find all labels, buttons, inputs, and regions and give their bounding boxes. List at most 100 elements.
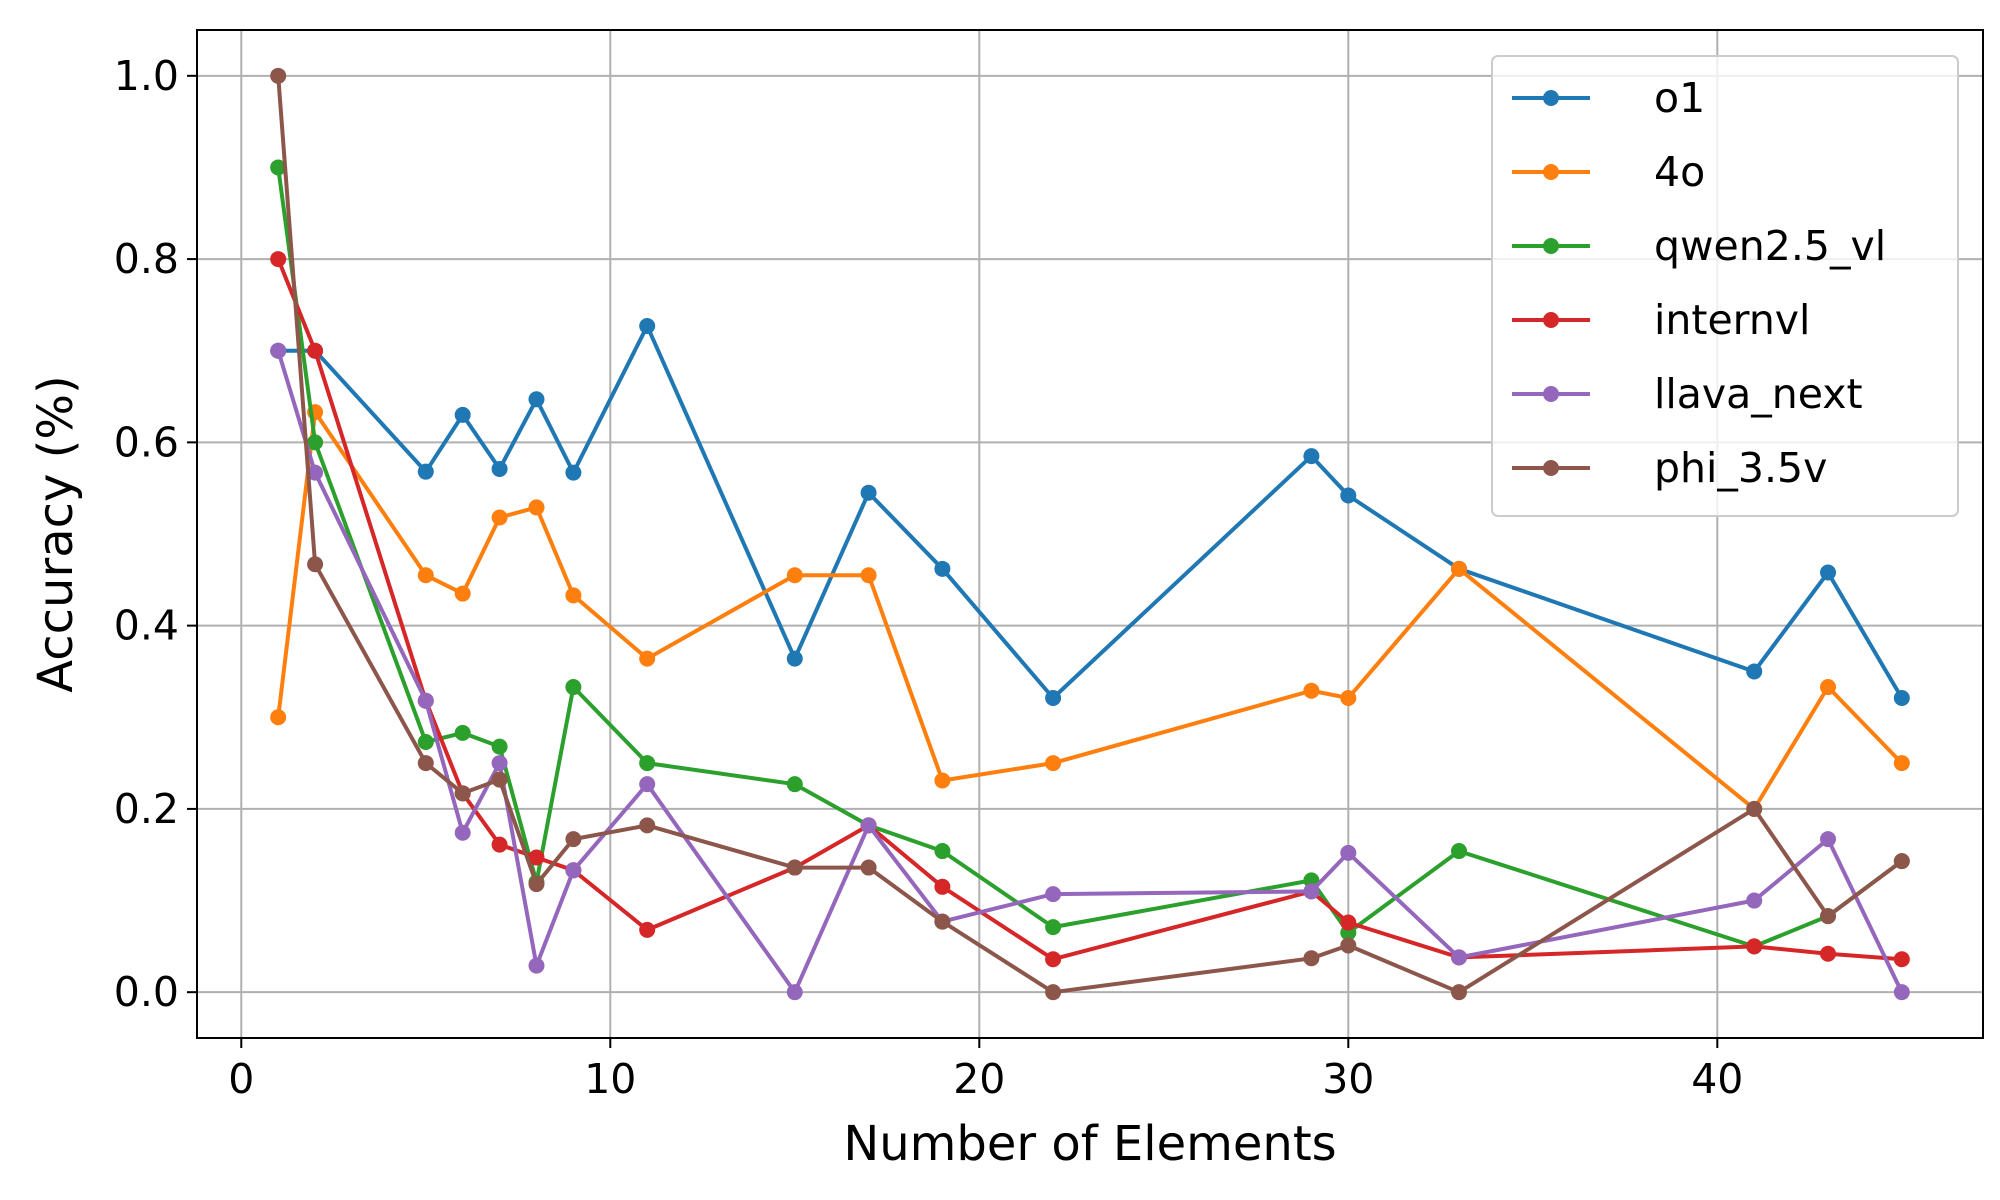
y-tick-label: 0.0 [114,968,179,1016]
data-point-o1 [1045,690,1062,707]
legend-label-internvl: internvl [1654,296,1810,344]
data-point-internvl [639,921,656,938]
data-point-qwen2-5-vl [639,755,656,772]
data-point-llava-next [270,342,287,359]
legend-label-llava-next: llava_next [1654,370,1863,418]
data-point-llava-next [565,862,582,879]
data-point-internvl [307,342,324,359]
data-point-phi-3-5v [1303,950,1320,967]
data-point-phi-3-5v [934,913,951,930]
data-point-llava-next [1045,886,1062,903]
legend-label-phi-3-5v: phi_3.5v [1654,444,1827,492]
x-axis-ticks: 0 10 20 30 40 [228,1038,1743,1103]
data-point-internvl [491,836,508,853]
series-line-llava-next [276,350,1904,995]
legend-marker-qwen2-5-vl [1543,238,1559,254]
data-point-o1 [1303,448,1320,465]
data-point-llava-next [528,957,545,974]
data-point-4o [1045,755,1062,772]
data-point-phi-3-5v [270,67,287,84]
data-point-qwen2-5-vl [786,776,803,793]
series-llava-next [270,342,1910,1001]
data-point-internvl [270,251,287,268]
data-point-phi-3-5v [565,831,582,848]
series-4o [270,404,1910,817]
data-point-4o [786,567,803,584]
legend-item-phi-3-5v: phi_3.5v [1512,444,1827,492]
y-tick-label: 0.8 [114,235,179,283]
data-point-o1 [491,460,508,477]
data-point-o1 [860,484,877,501]
data-point-phi-3-5v [860,859,877,876]
legend-marker-llava-next [1543,386,1559,402]
data-point-phi-3-5v [417,755,434,772]
data-point-phi-3-5v [454,785,471,802]
data-point-phi-3-5v [639,817,656,834]
data-point-phi-3-5v [1893,853,1910,870]
legend: o1 4o qwen2.5_vl internvl llava_next phi_3.5v [1491,55,1959,517]
data-point-qwen2-5-vl [491,738,508,755]
legend-marker-4o [1543,164,1559,180]
data-point-internvl [1893,951,1910,968]
data-point-llava-next [307,464,324,481]
x-tick-label: 40 [1691,1055,1743,1103]
data-point-qwen2-5-vl [1451,843,1468,860]
data-point-llava-next [639,776,656,793]
data-point-4o [565,587,582,604]
data-point-4o [491,509,508,526]
legend-label-qwen2-5-vl: qwen2.5_vl [1654,222,1886,270]
data-point-o1 [1340,487,1357,504]
x-tick-label: 10 [584,1055,636,1103]
x-axis-label: Number of Elements [843,1116,1336,1172]
series-layer [270,67,1910,1001]
data-point-internvl [528,849,545,866]
legend-marker-o1 [1543,90,1559,106]
data-point-o1 [454,406,471,423]
x-tick-label: 20 [953,1055,1005,1103]
data-point-4o [1451,560,1468,577]
data-point-phi-3-5v [307,556,324,573]
data-point-o1 [1820,564,1837,581]
data-point-o1 [786,650,803,667]
data-point-phi-3-5v [1340,937,1357,954]
data-point-qwen2-5-vl [934,843,951,860]
data-point-phi-3-5v [491,771,508,788]
data-point-phi-3-5v [1746,800,1763,817]
legend-box [1491,55,1959,517]
x-tick-label: 30 [1322,1055,1374,1103]
data-point-llava-next [860,817,877,834]
data-point-internvl [934,878,951,895]
y-tick-label: 1.0 [114,52,179,100]
data-point-qwen2-5-vl [307,434,324,451]
data-point-phi-3-5v [1451,984,1468,1001]
data-point-4o [1820,679,1837,696]
legend-marker-internvl [1543,312,1559,328]
y-tick-label: 0.2 [114,785,179,833]
data-point-4o [860,567,877,584]
legend-item-internvl: internvl [1512,296,1810,344]
legend-item-4o: 4o [1512,148,1705,196]
legend-item-o1: o1 [1512,74,1705,122]
data-point-o1 [528,391,545,408]
plot-frame [196,29,1984,1039]
data-point-llava-next [1340,844,1357,861]
data-point-llava-next [786,984,803,1001]
data-point-llava-next [1746,892,1763,909]
legend-item-llava-next: llava_next [1512,370,1863,418]
series-phi-3-5v [270,67,1910,1001]
data-point-llava-next [1303,883,1320,900]
data-point-llava-next [1820,831,1837,848]
data-point-phi-3-5v [1045,984,1062,1001]
data-point-phi-3-5v [528,876,545,893]
data-point-qwen2-5-vl [270,159,287,176]
data-point-4o [1340,690,1357,707]
data-point-o1 [1746,663,1763,680]
legend-label-o1: o1 [1654,74,1705,122]
series-line-internvl [276,258,1902,962]
data-point-phi-3-5v [1820,908,1837,925]
x-tick-label: 0 [228,1055,254,1103]
data-point-qwen2-5-vl [565,679,582,696]
data-point-4o [1303,682,1320,699]
data-point-llava-next [417,692,434,709]
